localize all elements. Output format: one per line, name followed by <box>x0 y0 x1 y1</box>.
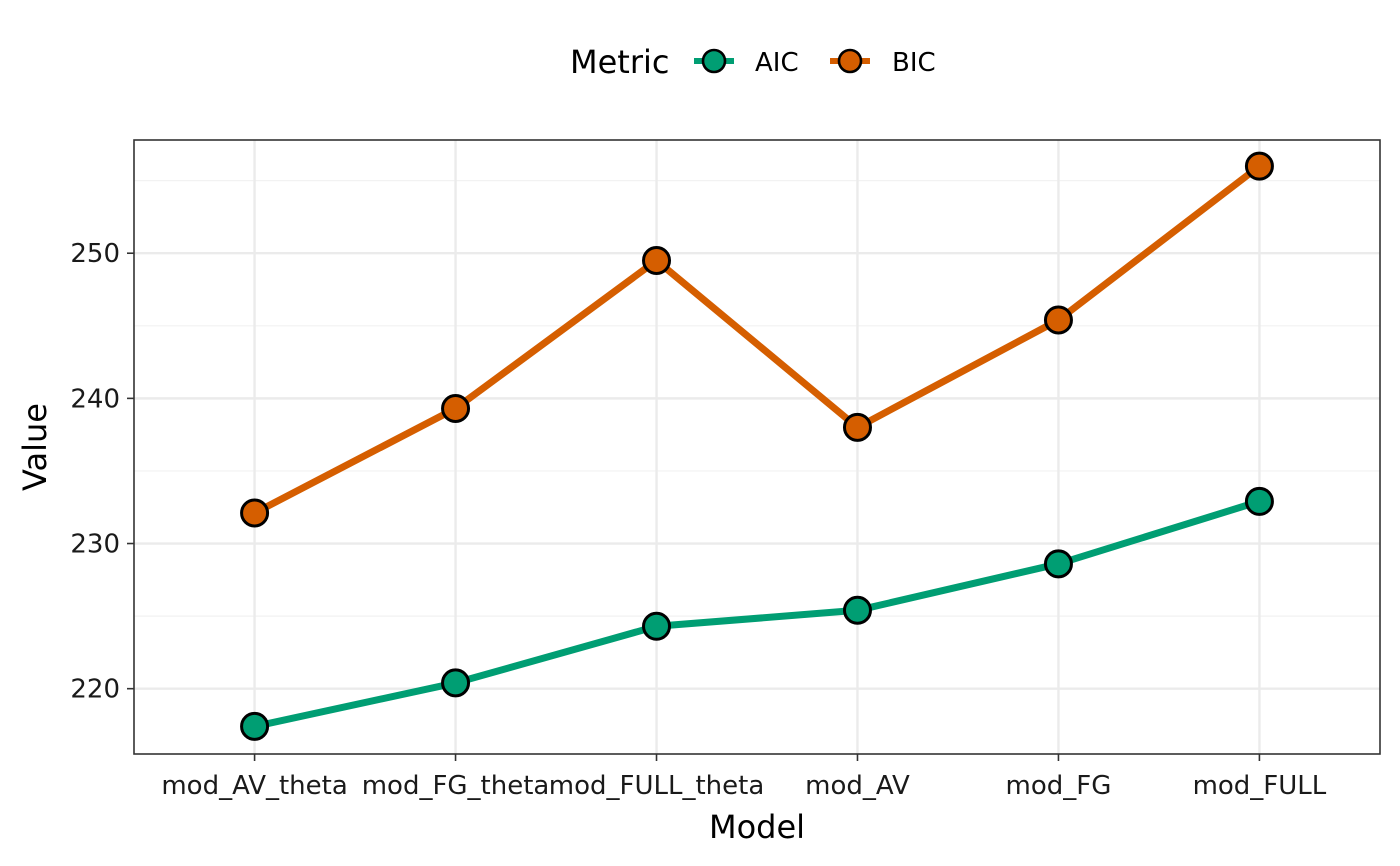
legend-label-aic: AIC <box>755 48 799 78</box>
x-tick-label: mod_AV <box>805 771 910 801</box>
series-points <box>240 151 1274 741</box>
x-tick-label: mod_AV_theta <box>161 771 347 801</box>
data-point-bic <box>240 498 270 528</box>
y-axis-ticks: 220 230 240 250 <box>70 239 134 705</box>
data-point-bic <box>441 394 471 424</box>
legend: Metric AIC BIC <box>570 43 936 81</box>
y-tick-label: 230 <box>70 530 120 560</box>
legend-key-marker-bic <box>837 48 863 74</box>
data-point-aic <box>842 595 872 625</box>
data-point-bic <box>1244 151 1274 181</box>
data-point-bic <box>1043 305 1073 335</box>
y-tick-label: 220 <box>70 675 120 705</box>
y-axis-title: Value <box>16 403 54 491</box>
y-tick-label: 240 <box>70 384 120 414</box>
plot-border <box>133 139 1381 755</box>
legend-label-bic: BIC <box>892 48 936 78</box>
series-line-bic <box>252 163 1262 517</box>
data-point-aic <box>441 668 471 698</box>
data-point-aic <box>240 711 270 741</box>
x-tick-label: mod_FULL_theta <box>549 771 765 801</box>
legend-item-aic: AIC <box>694 48 799 78</box>
legend-key-marker-aic <box>701 48 727 74</box>
data-point-bic <box>842 412 872 442</box>
x-axis-title: Model <box>709 808 805 846</box>
legend-title: Metric <box>570 43 669 81</box>
y-tick-label: 250 <box>70 239 120 269</box>
x-tick-label: mod_FG <box>1006 771 1112 801</box>
major-gridlines <box>134 140 1380 754</box>
plot-panel <box>134 140 1380 754</box>
x-tick-label: mod_FULL <box>1193 771 1327 801</box>
data-point-bic <box>642 245 672 275</box>
data-point-aic <box>1244 486 1274 516</box>
data-point-aic <box>1043 549 1073 579</box>
series-lines <box>252 163 1262 730</box>
data-point-aic <box>642 611 672 641</box>
legend-item-bic: BIC <box>830 48 936 78</box>
x-axis-ticks: mod_AV_theta mod_FG_theta mod_FULL_theta mo… <box>161 754 1327 801</box>
x-tick-label: mod_FG_theta <box>362 771 550 801</box>
series-line-aic <box>253 498 1261 730</box>
